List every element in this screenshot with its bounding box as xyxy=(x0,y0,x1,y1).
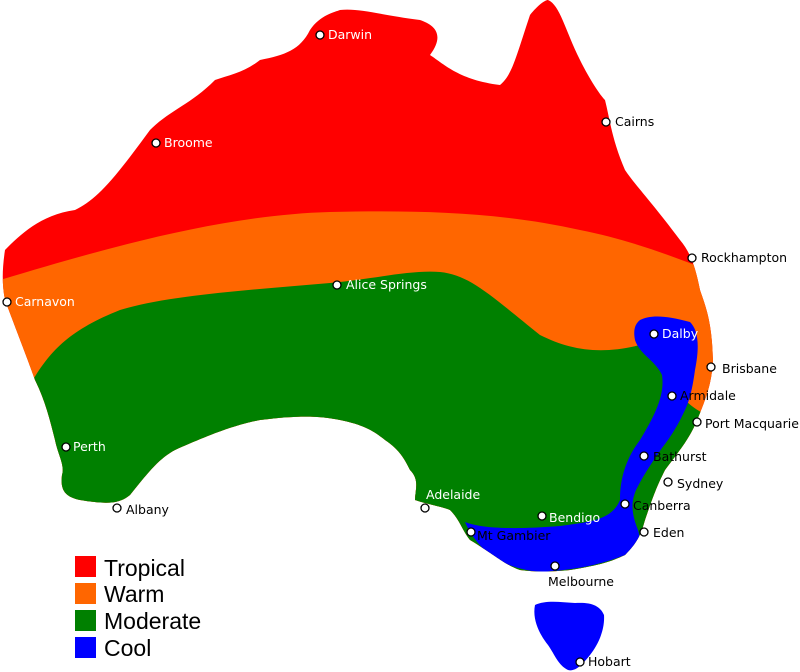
city-label: Albany xyxy=(126,502,170,517)
city-dalby: Dalby xyxy=(649,326,699,341)
city-marker-icon xyxy=(639,527,649,537)
city-marker-icon xyxy=(639,451,649,461)
city-marker-icon xyxy=(692,417,702,427)
legend-item-tropical: Tropical xyxy=(75,555,185,581)
city-label: Broome xyxy=(164,135,213,150)
legend-swatch-moderate xyxy=(75,610,96,631)
city-alice-springs: Alice Springs xyxy=(332,277,427,292)
city-label: Adelaide xyxy=(426,487,480,502)
city-label: Darwin xyxy=(328,27,372,42)
city-melbourne: Melbourne xyxy=(548,561,614,589)
city-marker-icon xyxy=(663,477,673,487)
city-markers: Darwin Broome Cairns Rockhampton Carnavon Ali… xyxy=(2,27,799,669)
city-eden: Eden xyxy=(639,525,684,540)
city-carnavon: Carnavon xyxy=(2,294,75,309)
city-sydney: Sydney xyxy=(663,476,724,491)
city-marker-icon xyxy=(466,527,476,537)
city-armidale: Armidale xyxy=(667,388,736,403)
legend-item-moderate: Moderate xyxy=(75,608,201,634)
legend: Tropical Warm Moderate Cool xyxy=(75,555,201,661)
city-marker-icon xyxy=(420,503,430,513)
city-mt-gambier: Mt Gambier xyxy=(466,527,551,543)
city-marker-icon xyxy=(575,657,585,667)
city-label: Perth xyxy=(73,439,106,454)
legend-swatch-cool xyxy=(75,637,96,658)
legend-item-cool: Cool xyxy=(75,635,151,661)
city-marker-icon xyxy=(687,253,697,263)
city-label: Eden xyxy=(653,525,684,540)
city-marker-icon xyxy=(620,499,630,509)
city-label: Dalby xyxy=(662,326,699,341)
city-label: Hobart xyxy=(588,654,631,669)
city-marker-icon xyxy=(151,138,161,148)
city-label: Bathurst xyxy=(653,449,707,464)
city-marker-icon xyxy=(706,362,716,372)
city-marker-icon xyxy=(2,297,12,307)
city-marker-icon xyxy=(112,503,122,513)
city-adelaide: Adelaide xyxy=(420,487,480,513)
city-perth: Perth xyxy=(61,439,106,454)
city-brisbane: Brisbane xyxy=(706,361,777,376)
city-canberra: Canberra xyxy=(620,498,691,513)
tasmania-cool-zone xyxy=(534,601,605,671)
city-label: Port Macquarie xyxy=(705,416,799,431)
city-rockhampton: Rockhampton xyxy=(687,250,787,265)
city-darwin: Darwin xyxy=(315,27,372,42)
city-label: Sydney xyxy=(677,476,724,491)
city-label: Carnavon xyxy=(15,294,75,309)
zone-cool-mainland xyxy=(465,316,698,572)
legend-label-moderate: Moderate xyxy=(104,608,201,634)
legend-swatch-tropical xyxy=(75,556,96,577)
city-albany: Albany xyxy=(112,502,170,517)
city-broome: Broome xyxy=(151,135,213,150)
legend-label-cool: Cool xyxy=(104,635,151,661)
city-label: Cairns xyxy=(615,114,654,129)
city-marker-icon xyxy=(550,561,560,571)
city-cairns: Cairns xyxy=(601,114,654,129)
city-marker-icon xyxy=(667,391,677,401)
legend-item-warm: Warm xyxy=(75,581,164,607)
city-label: Mt Gambier xyxy=(477,528,551,543)
city-marker-icon xyxy=(649,329,659,339)
city-label: Brisbane xyxy=(722,361,777,376)
city-label: Armidale xyxy=(680,388,736,403)
city-hobart: Hobart xyxy=(575,654,631,669)
legend-label-warm: Warm xyxy=(104,581,164,607)
city-label: Canberra xyxy=(633,498,691,513)
city-marker-icon xyxy=(601,117,611,127)
city-label: Bendigo xyxy=(549,510,600,525)
legend-label-tropical: Tropical xyxy=(104,555,185,581)
city-label: Melbourne xyxy=(548,574,614,589)
city-marker-icon xyxy=(332,280,342,290)
city-bathurst: Bathurst xyxy=(639,449,707,464)
city-label: Alice Springs xyxy=(346,277,427,292)
city-port-macquarie: Port Macquarie xyxy=(692,416,799,431)
city-marker-icon xyxy=(61,442,71,452)
city-label: Rockhampton xyxy=(701,250,787,265)
city-bendigo: Bendigo xyxy=(537,510,600,525)
city-marker-icon xyxy=(315,30,325,40)
legend-swatch-warm xyxy=(75,583,96,604)
city-marker-icon xyxy=(537,511,547,521)
